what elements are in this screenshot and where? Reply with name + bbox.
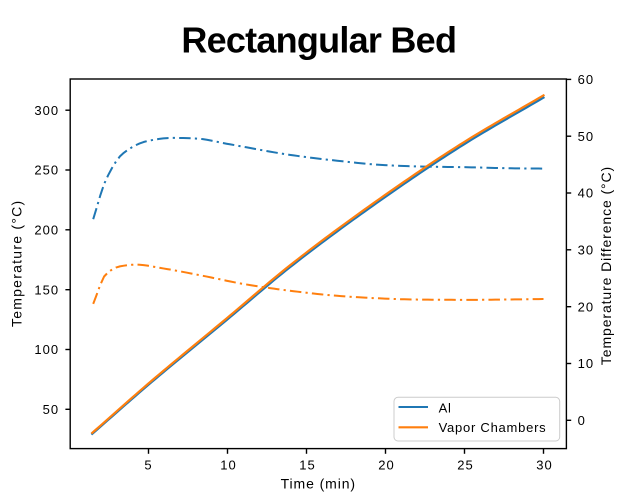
- svg-text:300: 300: [34, 103, 59, 118]
- svg-text:60: 60: [578, 72, 595, 87]
- svg-text:50: 50: [578, 129, 595, 144]
- svg-text:Time (min): Time (min): [281, 476, 356, 492]
- svg-text:30: 30: [578, 243, 595, 258]
- svg-text:200: 200: [34, 223, 59, 238]
- svg-text:40: 40: [578, 186, 595, 201]
- svg-text:5: 5: [144, 458, 152, 473]
- svg-text:Vapor Chambers: Vapor Chambers: [439, 420, 547, 435]
- svg-text:20: 20: [378, 458, 395, 473]
- svg-text:Rectangular Bed: Rectangular Bed: [181, 20, 456, 61]
- svg-text:30: 30: [536, 458, 553, 473]
- svg-text:Temperature Difference (°C): Temperature Difference (°C): [598, 166, 614, 365]
- svg-text:20: 20: [578, 299, 595, 314]
- svg-text:15: 15: [299, 458, 316, 473]
- svg-text:250: 250: [34, 163, 59, 178]
- svg-text:100: 100: [34, 342, 59, 357]
- svg-text:10: 10: [220, 458, 237, 473]
- svg-text:10: 10: [578, 356, 595, 371]
- svg-text:50: 50: [43, 402, 60, 417]
- svg-text:25: 25: [457, 458, 474, 473]
- svg-text:150: 150: [34, 282, 59, 297]
- svg-text:Temperature (°C): Temperature (°C): [9, 200, 25, 328]
- svg-text:0: 0: [578, 413, 586, 428]
- svg-text:Al: Al: [439, 400, 452, 415]
